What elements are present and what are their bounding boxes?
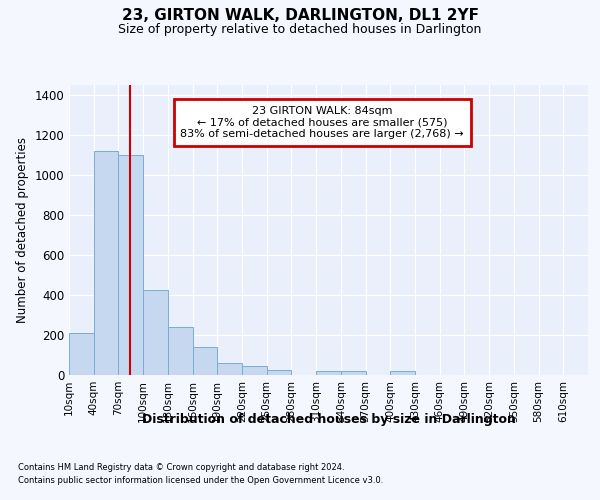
Bar: [193, 347, 217, 375]
Text: 23 GIRTON WALK: 84sqm
← 17% of detached houses are smaller (575)
83% of semi-det: 23 GIRTON WALK: 84sqm ← 17% of detached …: [180, 106, 464, 139]
Text: Size of property relative to detached houses in Darlington: Size of property relative to detached ho…: [118, 22, 482, 36]
Bar: [341, 371, 365, 375]
Bar: [69, 333, 94, 375]
Bar: [168, 327, 193, 375]
Bar: [390, 371, 415, 375]
Text: Distribution of detached houses by size in Darlington: Distribution of detached houses by size …: [142, 412, 516, 426]
Bar: [316, 371, 341, 375]
Y-axis label: Number of detached properties: Number of detached properties: [16, 137, 29, 323]
Bar: [217, 363, 242, 375]
Text: Contains public sector information licensed under the Open Government Licence v3: Contains public sector information licen…: [18, 476, 383, 485]
Bar: [94, 151, 118, 375]
Bar: [118, 155, 143, 375]
Bar: [267, 370, 292, 375]
Text: Contains HM Land Registry data © Crown copyright and database right 2024.: Contains HM Land Registry data © Crown c…: [18, 462, 344, 471]
Bar: [242, 366, 267, 375]
Text: 23, GIRTON WALK, DARLINGTON, DL1 2YF: 23, GIRTON WALK, DARLINGTON, DL1 2YF: [121, 8, 479, 22]
Bar: [143, 290, 168, 375]
